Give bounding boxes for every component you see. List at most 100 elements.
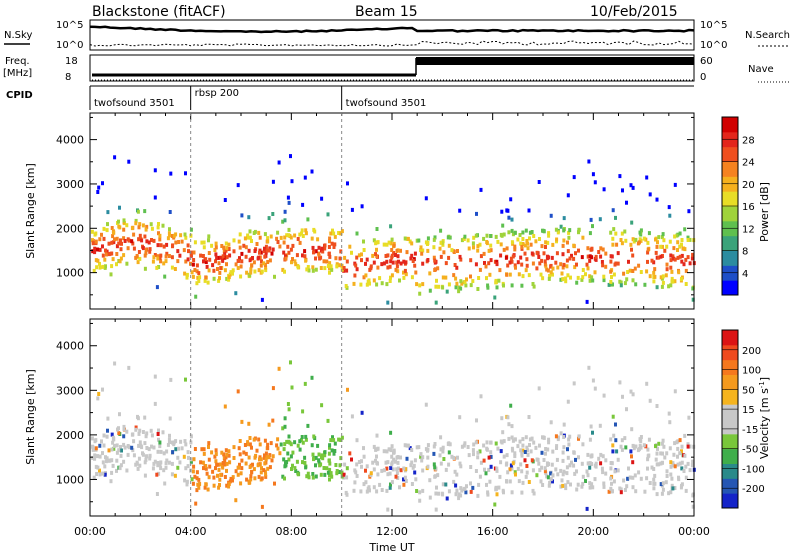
velocity-cell (680, 449, 683, 454)
velocity-cell (317, 460, 321, 465)
power-cell (228, 272, 232, 277)
velocity-cell (395, 467, 399, 472)
power-cell (417, 238, 421, 243)
power-cell (472, 245, 475, 250)
power-cell (168, 227, 171, 232)
velocity-cell (463, 486, 467, 491)
power-cell (287, 250, 291, 255)
velocity-cell (684, 488, 688, 493)
velocity-cell (676, 454, 679, 459)
power-cell (636, 241, 640, 246)
power-cell (604, 264, 608, 269)
power-cell (588, 231, 592, 236)
velocity-cell (385, 488, 389, 493)
power-cell (607, 282, 611, 287)
velocity-cell (244, 451, 248, 456)
velocity-cell (588, 481, 592, 486)
velocity-cell (257, 437, 261, 442)
power-cell (138, 233, 142, 238)
velocity-cell (287, 439, 291, 444)
velocity-cell (240, 419, 244, 424)
power-cell (115, 244, 119, 249)
velocity-cell (510, 446, 514, 451)
velocity-cell (572, 381, 576, 386)
power-cell (676, 248, 679, 252)
power-cell (567, 235, 571, 240)
power-cell (454, 285, 458, 290)
power-cell (369, 264, 373, 269)
power-cell (282, 240, 286, 245)
velocity-cell (472, 442, 476, 447)
velocity-cell (287, 457, 291, 462)
power-cell (150, 238, 153, 242)
power-cell (305, 267, 309, 272)
power-cell (303, 249, 307, 254)
velocity-cell (189, 459, 193, 464)
power-cell (258, 255, 262, 260)
power-cell (441, 242, 445, 247)
velocity-cell (231, 478, 234, 483)
power-cell (653, 274, 657, 279)
velocity-cell (131, 448, 135, 453)
power-cell (296, 237, 300, 241)
power-cell (614, 231, 618, 236)
power-cell (639, 228, 643, 233)
velocity-cell (680, 460, 684, 465)
power-cell (402, 275, 406, 280)
velocity-cell (403, 475, 407, 480)
colorbar-swatch (722, 419, 738, 435)
velocity-cell (184, 377, 187, 382)
velocity-cell (246, 442, 250, 447)
power-cell (402, 259, 406, 264)
velocity-cell (268, 453, 272, 458)
velocity-cell (248, 465, 252, 469)
power-cell (510, 283, 514, 288)
cpid-segment-label-2: twofsound 3501 (346, 98, 427, 109)
power-cell (286, 244, 290, 249)
velocity-cell (293, 466, 297, 471)
power-cell (322, 259, 326, 264)
power-cell (559, 224, 563, 229)
velocity-cell (524, 474, 528, 479)
velocity-cell (631, 460, 635, 465)
velocity-cell (159, 460, 163, 465)
velocity-cell (159, 449, 163, 454)
velocity-cell (504, 462, 508, 467)
velocity-cell (110, 458, 114, 463)
power-cell (433, 258, 437, 263)
power-cell (316, 237, 320, 242)
velocity-cell (645, 381, 649, 386)
velocity-cell (259, 470, 263, 475)
power-cell (164, 259, 168, 264)
velocity-cell (186, 450, 190, 455)
power-cell (137, 225, 141, 230)
velocity-cell (352, 488, 356, 493)
power-cell (232, 249, 236, 254)
velocity-cell (234, 469, 238, 474)
power-cell (589, 217, 593, 222)
power-cell (345, 259, 349, 264)
power-cell (505, 272, 509, 277)
velocity-cell (118, 466, 122, 471)
power-cell (328, 236, 332, 241)
velocity-cell (134, 462, 138, 467)
velocity-cell (236, 465, 240, 470)
power-cell (661, 244, 664, 249)
velocity-cell (255, 448, 259, 453)
power-cell (374, 252, 377, 257)
power-cell (303, 175, 307, 180)
velocity-cell (118, 412, 121, 417)
power-cell (652, 279, 656, 284)
velocity-cell (323, 450, 327, 455)
power-cell (508, 260, 512, 265)
power-cell (399, 261, 403, 266)
velocity-cell (390, 444, 394, 449)
power-cell (355, 255, 359, 260)
power-cell (670, 276, 674, 281)
velocity-cell (113, 361, 117, 366)
power-cell (551, 266, 555, 271)
power-cell (318, 256, 322, 261)
power-cell (289, 154, 292, 159)
